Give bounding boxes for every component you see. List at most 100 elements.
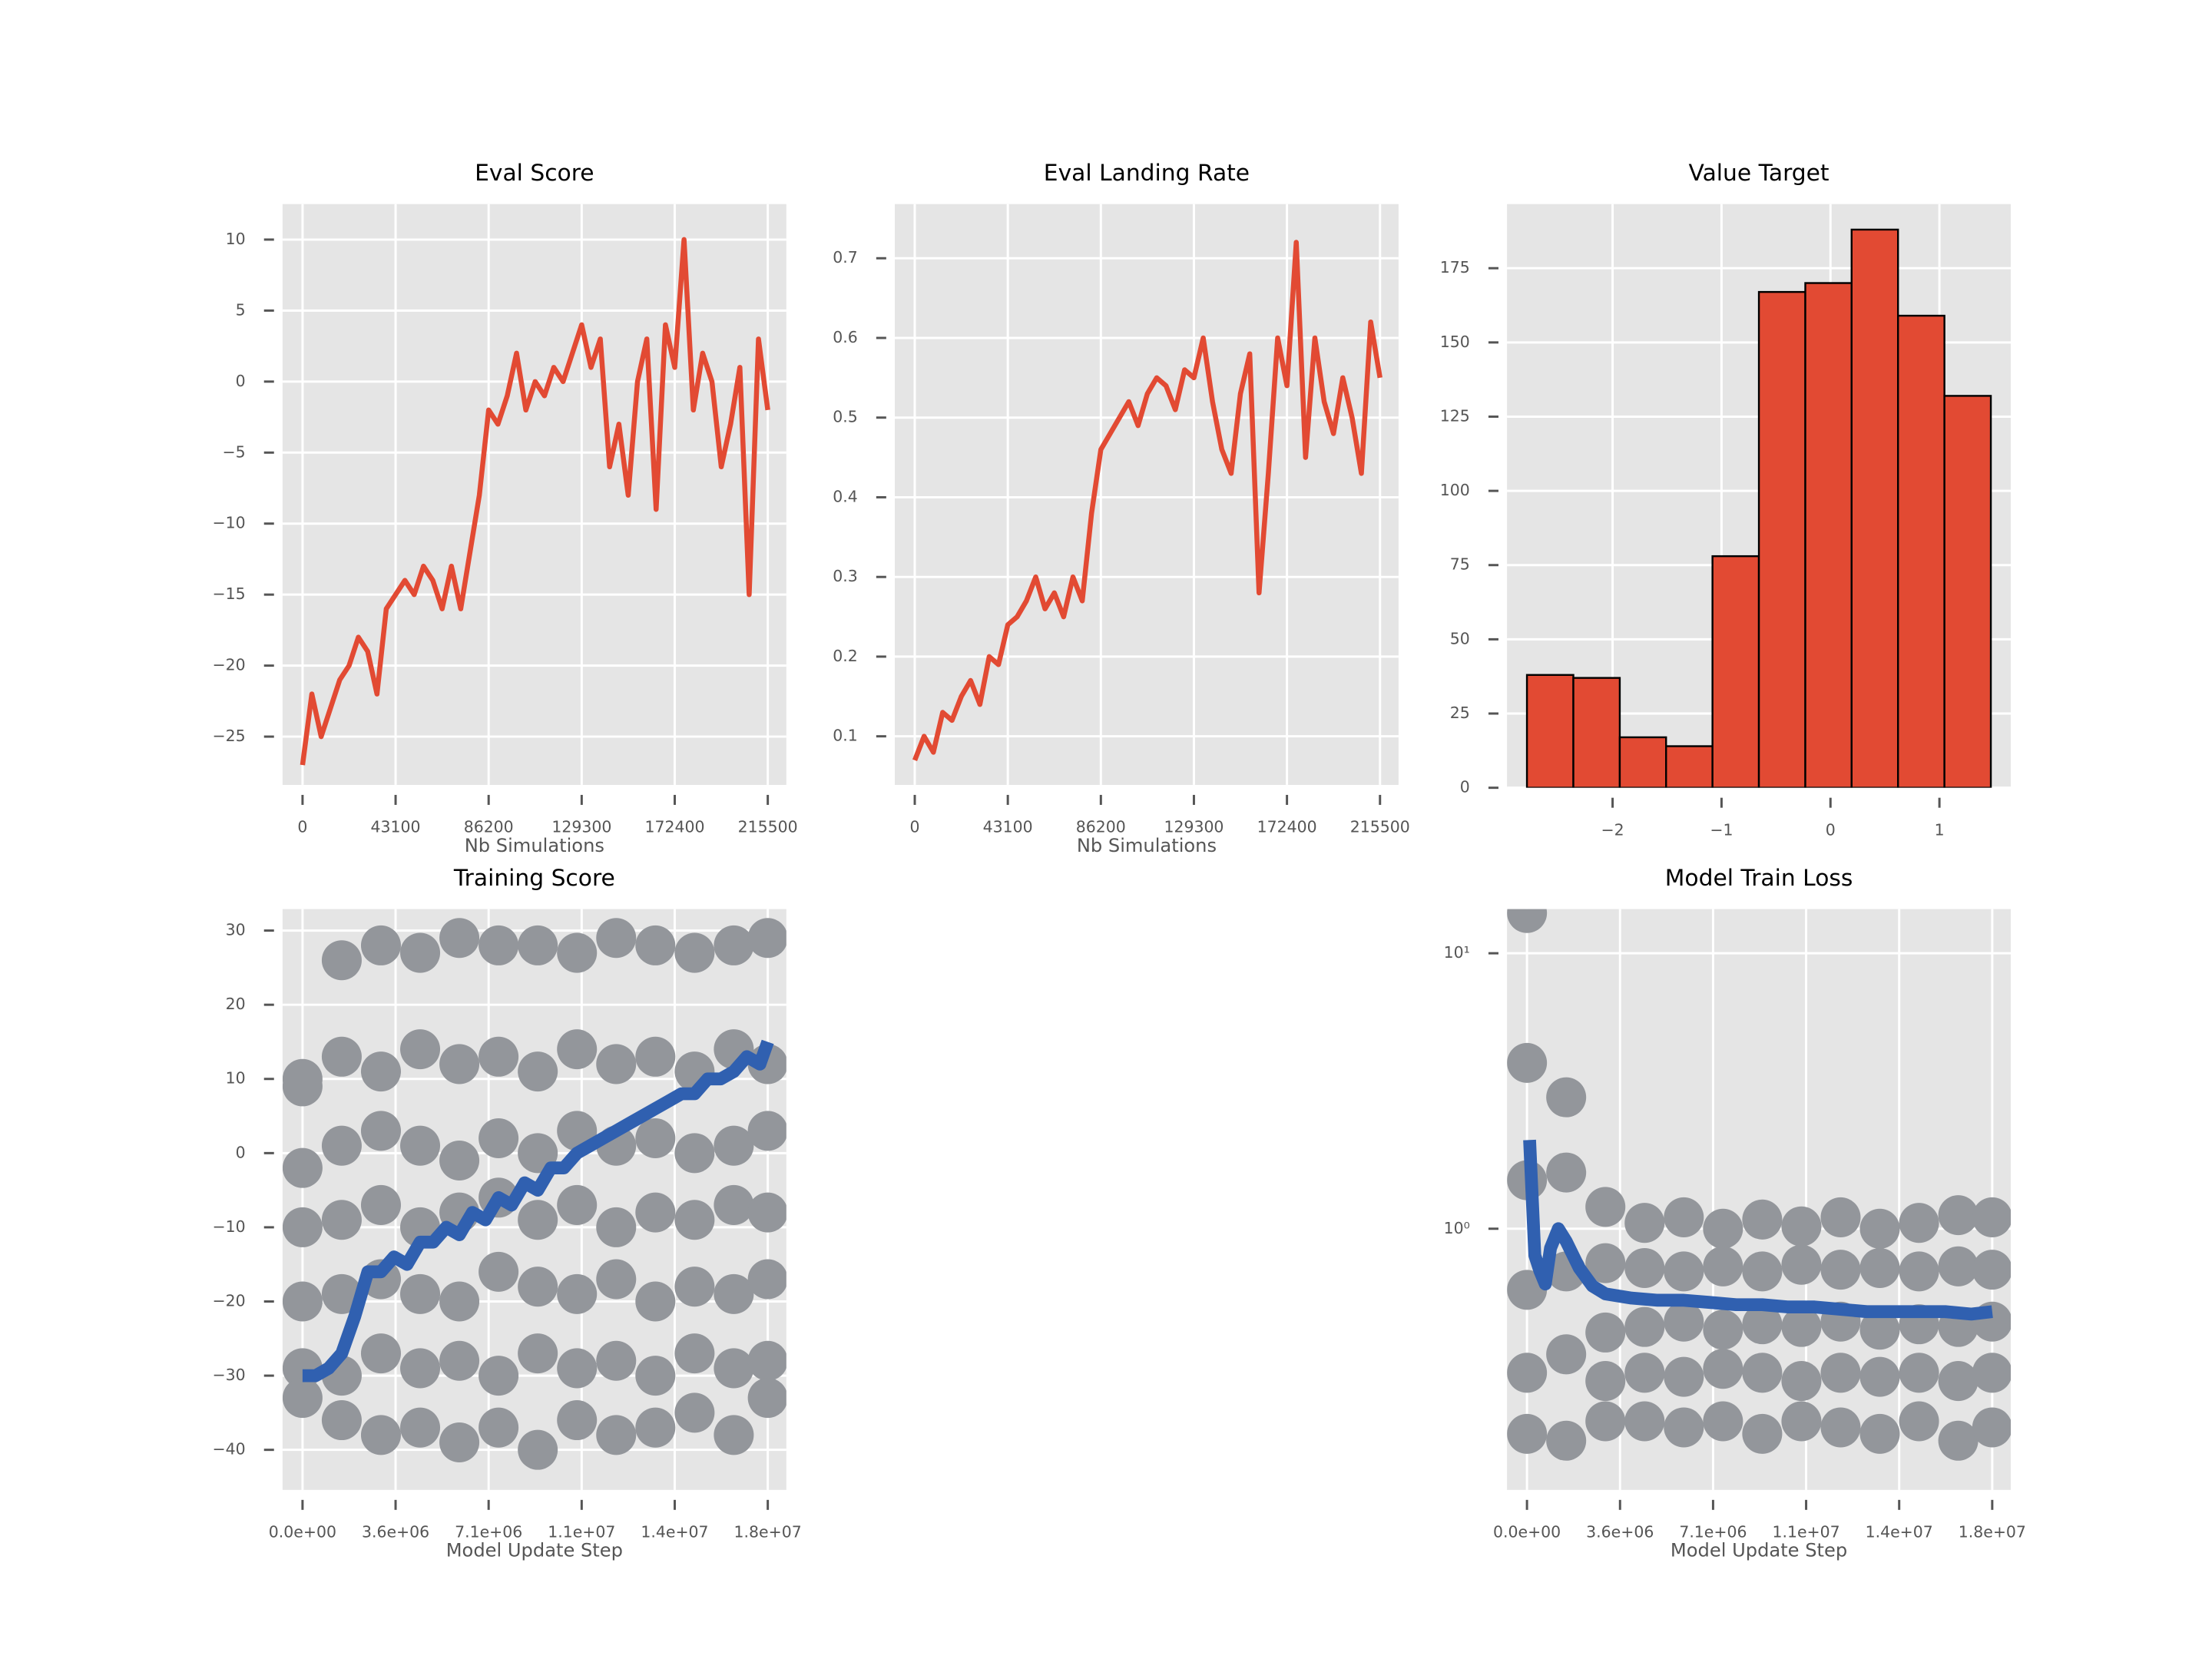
scatter-point <box>674 1200 715 1240</box>
scatter-point <box>360 1111 401 1151</box>
scatter-point <box>400 1407 441 1448</box>
scatter-point <box>1664 1407 1704 1448</box>
scatter-point <box>478 1251 519 1292</box>
y-tick-label: 0.3 <box>833 567 857 585</box>
scatter-point <box>635 925 676 965</box>
scatter-point <box>321 940 362 981</box>
scatter-point <box>1664 1356 1704 1397</box>
subplot: Model Train Loss Model Update Step 0.0e+00… <box>1444 865 2026 1561</box>
y-tick-label: 10 <box>226 230 246 248</box>
data-line <box>912 240 1382 761</box>
x-tick-label: −2 <box>1601 820 1624 839</box>
x-tick-label: 1.1e+07 <box>548 1523 615 1541</box>
scatter-point <box>1972 1407 2012 1448</box>
scatter-point <box>439 1044 480 1084</box>
scatter-point <box>1820 1250 1861 1290</box>
histogram-bar <box>1618 736 1667 788</box>
scatter-point <box>478 925 519 965</box>
scatter-point <box>282 1281 323 1322</box>
plot-area <box>912 240 1382 761</box>
y-tick-label: 0.6 <box>833 328 857 346</box>
scatter-point <box>1899 1251 1939 1292</box>
y-tick-label: 0 <box>236 372 246 390</box>
scatter-point <box>1820 1407 1861 1448</box>
scatter-point <box>596 1044 637 1084</box>
scatter-point <box>1507 1042 1548 1083</box>
histogram-bar <box>1711 555 1760 788</box>
scatter-point <box>1742 1413 1783 1454</box>
scatter-point <box>1546 1334 1587 1375</box>
scatter-point <box>518 1051 558 1092</box>
y-tick-label: 20 <box>226 995 246 1013</box>
x-tick-label: −1 <box>1710 820 1733 839</box>
scatter-point <box>557 1273 598 1314</box>
scatter-point <box>635 1118 676 1159</box>
scatter-point <box>360 1051 401 1092</box>
scatter-point <box>557 1029 598 1070</box>
subplot: Eval Score Nb Simulations 0 43100 86200 12930… <box>212 160 797 856</box>
y-tick-label: −25 <box>212 727 245 745</box>
scatter-point <box>1820 1353 1861 1393</box>
x-tick-label: 1.8e+07 <box>734 1523 802 1541</box>
scatter-point <box>1624 1401 1665 1442</box>
scatter-point <box>1899 1401 1939 1442</box>
plot-area <box>1507 909 2012 1461</box>
scatter-point <box>1624 1306 1665 1347</box>
scatter-point <box>714 1348 754 1389</box>
data-line <box>302 1039 774 1382</box>
scatter-point <box>1703 1246 1743 1286</box>
scatter-point <box>518 1333 558 1374</box>
scatter-point <box>518 925 558 965</box>
scatter-point <box>1938 1420 1979 1461</box>
scatter-point <box>439 1140 480 1181</box>
scatter-point <box>635 1407 676 1448</box>
scatter-point <box>674 1392 715 1433</box>
scatter-point <box>1664 1301 1704 1342</box>
scatter-point <box>1859 1413 1900 1454</box>
x-tick-label: 86200 <box>464 818 514 836</box>
subplot-title: Value Target <box>1689 160 1830 187</box>
y-tick-label: 10⁰ <box>1444 1219 1470 1237</box>
x-tick-label: 0 <box>297 818 307 836</box>
scatter-point <box>321 1200 362 1240</box>
scatter-point <box>1507 909 1548 933</box>
axes-background <box>282 204 786 785</box>
scatter-point <box>1703 1208 1743 1249</box>
y-tick-label: 5 <box>236 300 246 319</box>
y-tick-label: 125 <box>1440 406 1470 425</box>
x-tick-label: 172400 <box>1257 818 1317 836</box>
scatter-point <box>360 1415 401 1455</box>
scatter-point <box>1624 1203 1665 1243</box>
histogram-bar <box>1943 395 1992 788</box>
x-tick-label: 43100 <box>983 818 1033 836</box>
scatter-point <box>1585 1243 1626 1283</box>
x-tick-label: 43100 <box>371 818 421 836</box>
histogram-bar <box>1525 674 1575 788</box>
scatter-point <box>1781 1206 1822 1247</box>
x-tick-label: 3.6e+06 <box>1586 1523 1654 1541</box>
scatter-point <box>557 1184 598 1225</box>
scatter-point <box>714 1273 754 1314</box>
scatter-point <box>674 1133 715 1174</box>
data-line <box>1523 1139 1993 1321</box>
scatter-point <box>1742 1199 1783 1240</box>
x-tick-label: 0 <box>910 818 920 836</box>
scatter-point <box>747 918 786 959</box>
scatter-point <box>1664 1197 1704 1237</box>
scatter-point <box>674 932 715 973</box>
scatter-point <box>557 932 598 973</box>
scatter-point <box>400 1348 441 1389</box>
scatter-point <box>518 1200 558 1240</box>
x-tick-label: 1.4e+07 <box>641 1523 708 1541</box>
y-tick-label: 10¹ <box>1444 943 1470 962</box>
y-tick-label: 10 <box>226 1069 246 1088</box>
scatter-point <box>714 1125 754 1166</box>
scatter-point <box>400 1273 441 1314</box>
y-tick-label: 100 <box>1440 481 1470 499</box>
scatter-point <box>747 1259 786 1300</box>
histogram-bar <box>1757 290 1806 788</box>
scatter-point <box>1585 1312 1626 1353</box>
scatter-point <box>1781 1361 1822 1402</box>
scatter-point <box>400 1029 441 1070</box>
scatter-point <box>1624 1353 1665 1393</box>
